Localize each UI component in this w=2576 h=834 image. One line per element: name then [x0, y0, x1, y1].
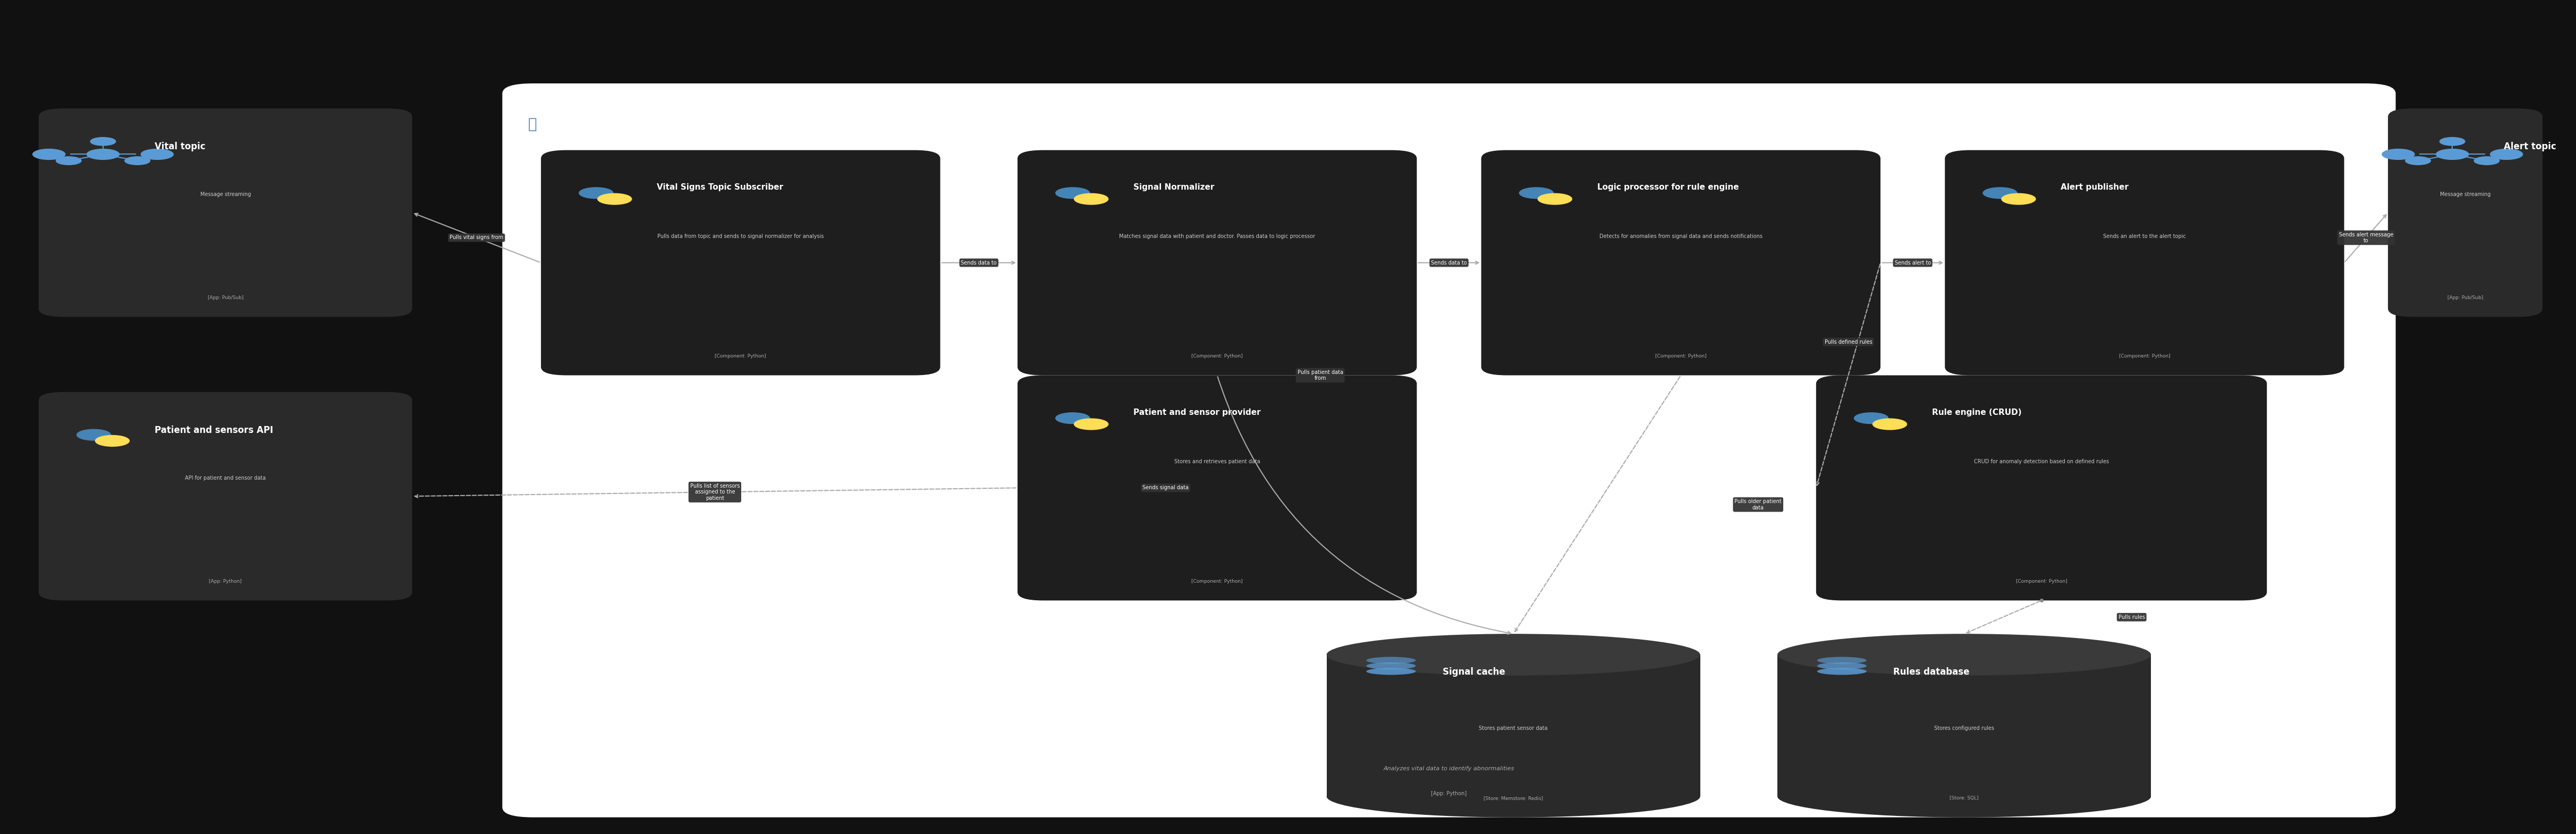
Circle shape	[2491, 149, 2522, 159]
FancyBboxPatch shape	[502, 83, 2396, 817]
Text: Sends data to: Sends data to	[961, 260, 997, 265]
Text: [Store: SQL]: [Store: SQL]	[1950, 796, 1978, 801]
Text: [App: Python]: [App: Python]	[209, 579, 242, 584]
Circle shape	[142, 149, 173, 159]
Text: Pulls list of sensors
assigned to the
patient: Pulls list of sensors assigned to the pa…	[690, 483, 739, 501]
FancyBboxPatch shape	[541, 150, 940, 375]
Circle shape	[1056, 413, 1090, 424]
Circle shape	[2383, 149, 2414, 159]
Text: Stores and retrieves patient data: Stores and retrieves patient data	[1175, 459, 1260, 464]
Circle shape	[598, 193, 631, 204]
Text: 🐍: 🐍	[528, 117, 536, 132]
Circle shape	[2406, 157, 2432, 165]
Text: [Component: Python]: [Component: Python]	[716, 354, 765, 359]
Circle shape	[90, 138, 116, 146]
FancyBboxPatch shape	[1481, 150, 1880, 375]
Text: Vital Signs Topic Subscriber: Vital Signs Topic Subscriber	[657, 183, 783, 192]
Text: CRUD for anomaly detection based on defined rules: CRUD for anomaly detection based on defi…	[1973, 459, 2110, 464]
Ellipse shape	[1816, 657, 1868, 664]
Text: Pulls patient data
from: Pulls patient data from	[1298, 369, 1342, 381]
Circle shape	[2002, 193, 2035, 204]
Text: [Component: Python]: [Component: Python]	[1193, 579, 1242, 584]
Circle shape	[1873, 419, 1906, 430]
Circle shape	[2439, 138, 2465, 146]
Polygon shape	[1327, 655, 1700, 796]
Text: Detects for anomalies from signal data and sends notifications: Detects for anomalies from signal data a…	[1600, 234, 1762, 239]
Text: [App: Pub/Sub]: [App: Pub/Sub]	[2447, 295, 2483, 300]
Text: [Component: Python]: [Component: Python]	[2120, 354, 2169, 359]
Ellipse shape	[1816, 668, 1868, 675]
Ellipse shape	[1816, 662, 1868, 670]
Text: Logic processor for rule engine: Logic processor for rule engine	[1597, 183, 1739, 192]
FancyBboxPatch shape	[1018, 150, 1417, 375]
Text: Analyzes vital data to identify abnormalities: Analyzes vital data to identify abnormal…	[1383, 766, 1515, 771]
FancyBboxPatch shape	[1018, 375, 1417, 600]
Text: Sends signal data: Sends signal data	[1144, 485, 1188, 490]
Circle shape	[1538, 193, 1571, 204]
Text: Pulls rules: Pulls rules	[2117, 615, 2146, 620]
Text: Message streaming: Message streaming	[201, 192, 250, 197]
Text: Signal Normalizer: Signal Normalizer	[1133, 183, 1213, 192]
Text: [Component: Python]: [Component: Python]	[1193, 354, 1242, 359]
Circle shape	[124, 157, 149, 165]
Ellipse shape	[1365, 668, 1417, 675]
Ellipse shape	[1327, 776, 1700, 817]
Circle shape	[580, 188, 613, 198]
Text: Pulls older patient
data: Pulls older patient data	[1734, 499, 1783, 510]
Text: Sends alert to: Sends alert to	[1893, 260, 1932, 265]
Text: Patient and sensor provider: Patient and sensor provider	[1133, 409, 1260, 417]
FancyBboxPatch shape	[1816, 375, 2267, 600]
Text: Rule engine (CRUD): Rule engine (CRUD)	[1932, 409, 2022, 417]
Text: Alert publisher: Alert publisher	[2061, 183, 2128, 192]
Circle shape	[77, 430, 111, 440]
Circle shape	[1520, 188, 1553, 198]
Circle shape	[57, 157, 82, 165]
FancyBboxPatch shape	[1945, 150, 2344, 375]
Text: Message streaming: Message streaming	[2439, 192, 2491, 197]
FancyBboxPatch shape	[39, 108, 412, 317]
Circle shape	[1074, 419, 1108, 430]
Circle shape	[2437, 149, 2468, 159]
Text: [Component: Python]: [Component: Python]	[2017, 579, 2066, 584]
Text: Vital topic: Vital topic	[155, 142, 206, 151]
Ellipse shape	[1365, 662, 1417, 670]
FancyBboxPatch shape	[39, 392, 412, 600]
Text: Rules database: Rules database	[1893, 667, 1971, 676]
Text: Sends alert message
to: Sends alert message to	[2339, 232, 2393, 244]
Text: Pulls vital signs from: Pulls vital signs from	[451, 235, 502, 240]
Text: Pulls defined rules: Pulls defined rules	[1824, 339, 1873, 344]
Text: Pulls data from topic and sends to signal normalizer for analysis: Pulls data from topic and sends to signa…	[657, 234, 824, 239]
Text: [App: Python]: [App: Python]	[1432, 791, 1466, 796]
Ellipse shape	[1327, 634, 1700, 676]
Text: Sends an alert to the alert topic: Sends an alert to the alert topic	[2102, 234, 2187, 239]
Text: Patient and sensors API: Patient and sensors API	[155, 425, 273, 435]
Text: Alert topic: Alert topic	[2504, 142, 2555, 151]
FancyBboxPatch shape	[2388, 108, 2543, 317]
Polygon shape	[1777, 655, 2151, 796]
Circle shape	[1984, 188, 2017, 198]
Circle shape	[88, 149, 118, 159]
Circle shape	[1056, 188, 1090, 198]
Circle shape	[2473, 157, 2499, 165]
Text: API for patient and sensor data: API for patient and sensor data	[185, 475, 265, 480]
Text: [Store: Memstore: Redis]: [Store: Memstore: Redis]	[1484, 796, 1543, 801]
Text: [Component: Python]: [Component: Python]	[1656, 354, 1705, 359]
Circle shape	[95, 435, 129, 446]
Ellipse shape	[1365, 657, 1417, 664]
Text: Sends data to: Sends data to	[1432, 260, 1466, 265]
Text: Matches signal data with patient and doctor. Passes data to logic processor: Matches signal data with patient and doc…	[1118, 234, 1316, 239]
Circle shape	[33, 149, 64, 159]
Text: [App: Pub/Sub]: [App: Pub/Sub]	[209, 295, 242, 300]
Circle shape	[1074, 193, 1108, 204]
Ellipse shape	[1777, 634, 2151, 676]
Text: Stores configured rules: Stores configured rules	[1935, 726, 1994, 731]
Ellipse shape	[1777, 776, 2151, 817]
Text: Signal cache: Signal cache	[1443, 667, 1504, 676]
Circle shape	[1855, 413, 1888, 424]
Text: Stores patient sensor data: Stores patient sensor data	[1479, 726, 1548, 731]
